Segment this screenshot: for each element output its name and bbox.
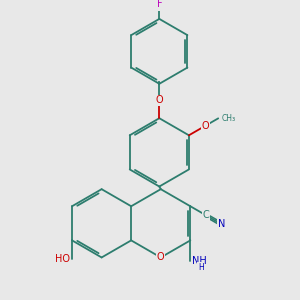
Text: O: O xyxy=(155,95,163,105)
Text: CH₃: CH₃ xyxy=(222,114,236,123)
Text: NH: NH xyxy=(192,256,206,266)
Text: H: H xyxy=(198,263,204,272)
Text: O: O xyxy=(202,121,209,131)
Text: N: N xyxy=(218,219,225,229)
Text: O: O xyxy=(157,253,165,262)
Text: F: F xyxy=(157,0,162,9)
Text: C: C xyxy=(202,210,209,220)
Text: HO: HO xyxy=(55,254,70,264)
